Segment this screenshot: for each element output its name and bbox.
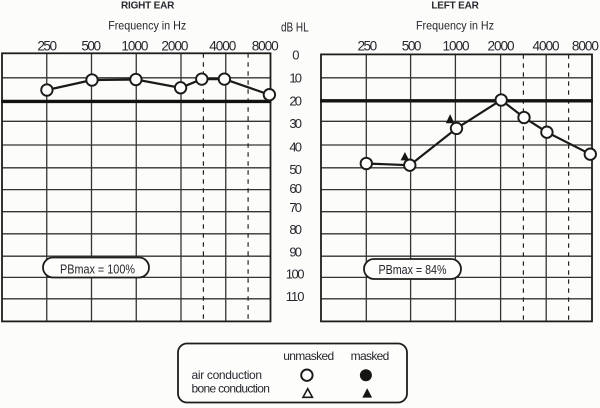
- svg-text:PBmax = 84%: PBmax = 84%: [379, 263, 447, 277]
- svg-text:70: 70: [289, 200, 302, 215]
- svg-text:RIGHT EAR: RIGHT EAR: [121, 1, 175, 12]
- svg-text:masked: masked: [351, 349, 390, 363]
- svg-text:2000: 2000: [488, 39, 515, 54]
- svg-text:50: 50: [289, 162, 302, 177]
- svg-text:500: 500: [81, 39, 101, 54]
- svg-text:LEFT EAR: LEFT EAR: [431, 1, 479, 12]
- svg-text:1000: 1000: [121, 39, 148, 54]
- svg-text:air conduction: air conduction: [192, 368, 263, 382]
- svg-text:100: 100: [286, 267, 305, 282]
- svg-text:Frequency in Hz: Frequency in Hz: [416, 20, 494, 33]
- svg-text:Frequency in Hz: Frequency in Hz: [108, 20, 186, 33]
- svg-text:110: 110: [286, 289, 305, 304]
- svg-text:80: 80: [289, 222, 302, 237]
- svg-text:250: 250: [37, 39, 57, 54]
- svg-text:4000: 4000: [209, 39, 236, 54]
- svg-text:bone conduction: bone conduction: [192, 382, 270, 396]
- svg-text:dB HL: dB HL: [281, 19, 309, 34]
- svg-text:unmasked: unmasked: [283, 349, 334, 363]
- svg-text:PBmax = 100%: PBmax = 100%: [60, 263, 135, 277]
- svg-text:0: 0: [292, 48, 299, 63]
- svg-text:500: 500: [402, 39, 422, 54]
- svg-text:90: 90: [289, 245, 302, 260]
- svg-text:60: 60: [289, 181, 302, 196]
- svg-text:4000: 4000: [533, 39, 560, 54]
- svg-text:10: 10: [289, 71, 302, 86]
- svg-text:40: 40: [289, 139, 302, 154]
- svg-text:2000: 2000: [161, 39, 188, 54]
- svg-text:8000: 8000: [252, 39, 279, 54]
- svg-text:8000: 8000: [572, 39, 599, 54]
- svg-text:1000: 1000: [443, 39, 470, 54]
- svg-text:250: 250: [357, 39, 377, 54]
- svg-text:30: 30: [289, 116, 302, 131]
- svg-text:20: 20: [289, 93, 302, 108]
